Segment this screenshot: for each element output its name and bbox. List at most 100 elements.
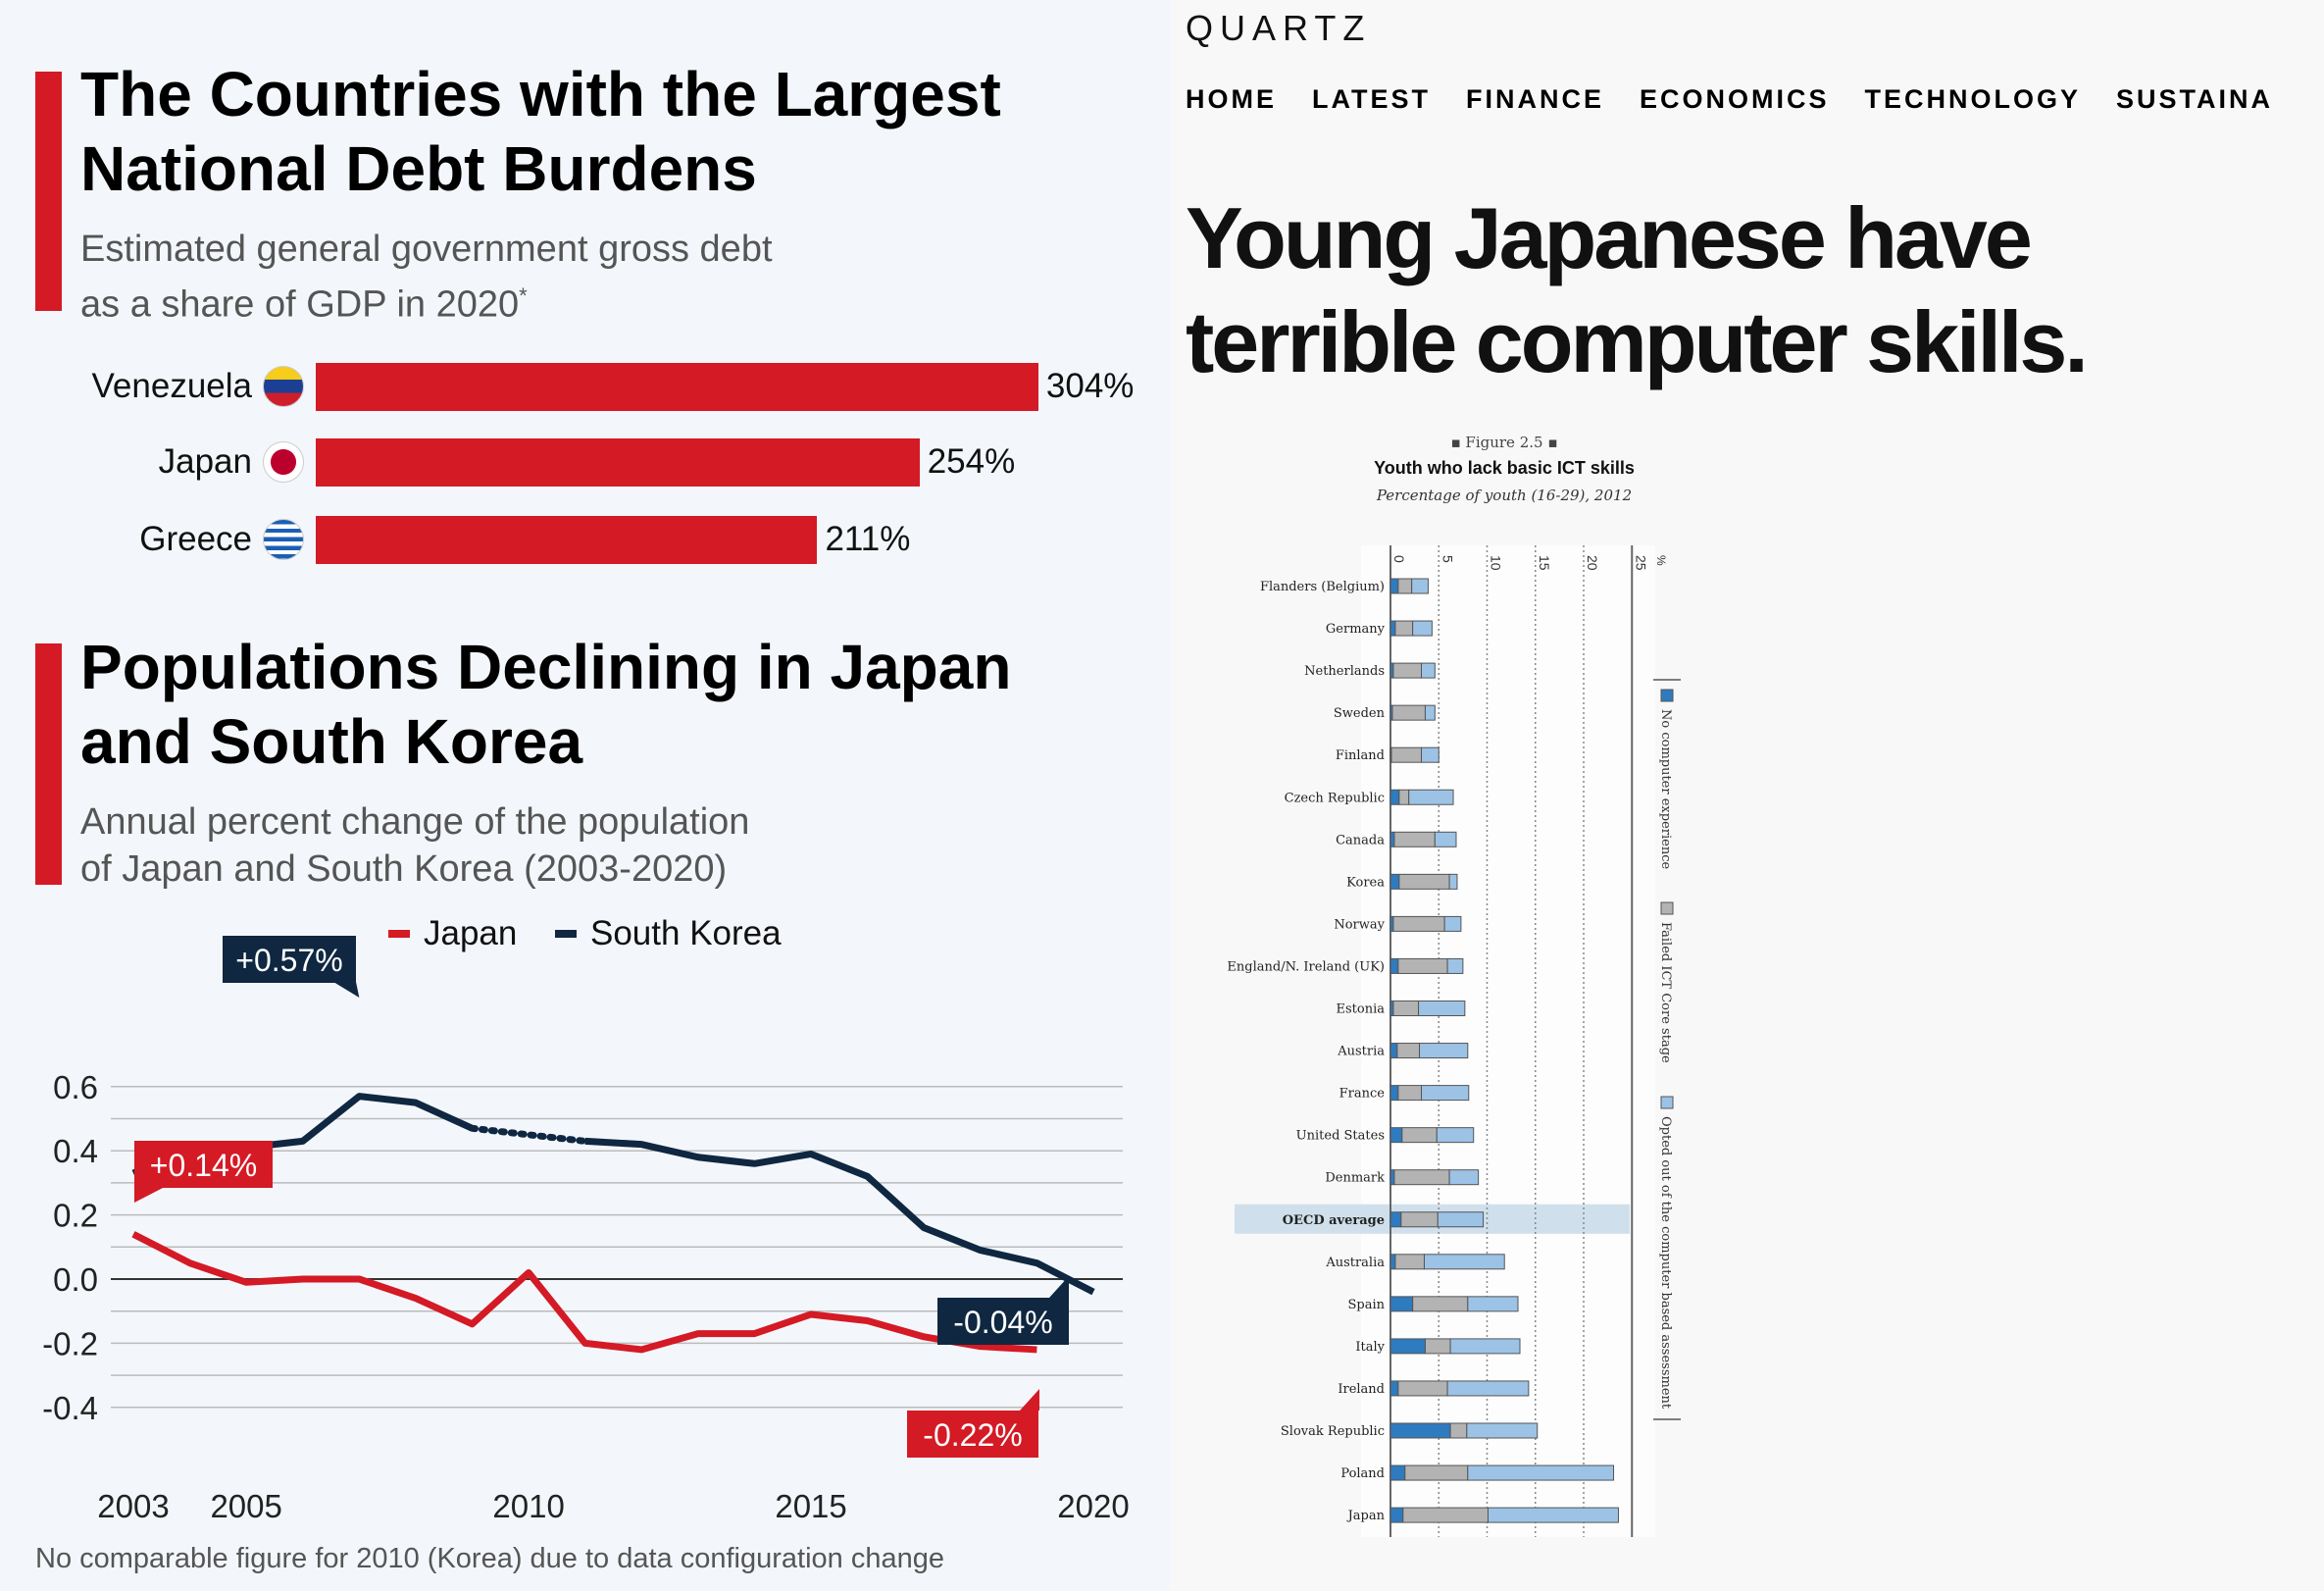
- callout-pointer: [134, 1187, 165, 1203]
- stacked-bar-segment: [1421, 746, 1440, 763]
- figure-label: ▪ Figure 2.5 ▪: [1450, 434, 1557, 451]
- debt-chart-subtitle: Estimated general government gross debt a…: [80, 226, 1159, 329]
- figure-subtitle: Percentage of youth (16-29), 2012: [1376, 487, 1632, 504]
- gap-dotted-line: [469, 1124, 589, 1145]
- callout-box: [937, 1298, 1069, 1345]
- bar-label: Japan: [158, 442, 252, 481]
- nav-home[interactable]: HOME: [1186, 84, 1277, 114]
- greece-flag-icon: [263, 519, 304, 560]
- stacked-bar-segment: [1389, 1380, 1399, 1397]
- callout-pointer: [333, 982, 360, 998]
- stacked-bar-segment: [1389, 873, 1400, 890]
- legend-label: Opted out of the computer based assessme…: [1658, 1116, 1673, 1410]
- population-chart-title: Populations Declining in Japan and South …: [80, 630, 1159, 779]
- stacked-bar-segment: [1404, 1464, 1469, 1481]
- bar-value-label: 211%: [825, 520, 911, 558]
- stacked-bar-segment: [1389, 620, 1396, 637]
- subtitle-line: Estimated general government gross debt: [80, 229, 773, 270]
- callout-pointer: [1020, 1389, 1039, 1411]
- stacked-bar-segment: [1421, 1085, 1470, 1102]
- stacked-bar-segment: [1389, 1085, 1399, 1102]
- bar-value-label: 254%: [927, 442, 1016, 481]
- stacked-bar-segment: [1389, 1254, 1396, 1270]
- stacked-bar-segment: [1389, 1338, 1426, 1355]
- venezuela-flag-icon: [263, 366, 304, 407]
- quartz-logo[interactable]: QUARTZ: [1186, 8, 1372, 48]
- legend-label: South Korea: [590, 914, 782, 952]
- stacked-bar-segment: [1396, 1043, 1421, 1059]
- stacked-bar-segment: [1389, 1464, 1406, 1481]
- y-tick-label: -0.2: [42, 1325, 98, 1361]
- legend-korea: South Korea: [555, 914, 782, 953]
- unit-label: %: [1654, 555, 1668, 566]
- stacked-bar-segment: [1389, 1422, 1451, 1439]
- main-nav: HOME LATEST FINANCE ECONOMICS TECHNOLOGY…: [1186, 84, 2273, 115]
- stacked-bar-segment: [1437, 1211, 1485, 1228]
- stacked-bar-segment: [1389, 1296, 1414, 1312]
- x-tick-label: 15: [1537, 555, 1552, 571]
- category-label: Slovak Republic: [1281, 1424, 1385, 1439]
- category-label: France: [1339, 1087, 1386, 1102]
- stacked-bar-segment: [1434, 831, 1457, 847]
- x-tick-label: 25: [1633, 555, 1648, 571]
- legend-swatch: [1660, 901, 1674, 915]
- category-label: Czech Republic: [1285, 791, 1385, 805]
- stacked-bar-segment: [1390, 746, 1423, 763]
- stacked-bar-segment: [1397, 1085, 1423, 1102]
- category-label: Australia: [1325, 1256, 1385, 1270]
- category-label: Norway: [1334, 917, 1385, 932]
- stacked-bar-segment: [1443, 915, 1462, 932]
- nav-sustainability[interactable]: SUSTAINA: [2116, 84, 2274, 114]
- category-label: Ireland: [1338, 1382, 1385, 1397]
- callout-box: [134, 1141, 273, 1188]
- category-label: Sweden: [1334, 706, 1386, 721]
- legend-japan: Japan: [388, 914, 517, 953]
- x-tick-label: 5: [1440, 555, 1455, 563]
- stacked-bar-segment: [1394, 1254, 1425, 1270]
- stacked-bar-segment: [1411, 578, 1429, 594]
- stacked-bar-segment: [1424, 704, 1436, 721]
- y-tick-label: -0.4: [42, 1390, 98, 1426]
- figure-title: Youth who lack basic ICT skills: [1374, 458, 1635, 478]
- footnote-mark: *: [519, 283, 528, 308]
- stacked-bar-segment: [1398, 789, 1410, 805]
- subtitle-line: Annual percent change of the population: [80, 801, 750, 843]
- debt-chart-title: The Countries with the Largest National D…: [80, 57, 1159, 206]
- callout-label: +0.14%: [150, 1148, 257, 1183]
- nav-technology[interactable]: TECHNOLOGY: [1864, 84, 2082, 114]
- legend-swatch: [388, 930, 410, 938]
- callout-label: +0.57%: [235, 943, 342, 978]
- stacked-bar-segment: [1398, 873, 1450, 890]
- japan-flag-icon: [263, 441, 304, 483]
- stacked-bar-segment: [1389, 957, 1399, 974]
- headline-line: terrible computer skills.: [1186, 293, 2089, 390]
- callout-pointer: [1049, 1276, 1069, 1298]
- debt-bar: [316, 438, 920, 487]
- category-label: Japan: [1346, 1509, 1386, 1523]
- category-label: Poland: [1340, 1466, 1385, 1481]
- title-accent-bar: [35, 72, 62, 311]
- stacked-bar-segment: [1392, 1001, 1420, 1016]
- title-line: and South Korea: [80, 706, 583, 777]
- stacked-bar-segment: [1436, 1127, 1475, 1144]
- stacked-bar-segment: [1418, 1001, 1466, 1016]
- stacked-bar-segment: [1389, 789, 1400, 805]
- nav-economics[interactable]: ECONOMICS: [1640, 84, 1830, 114]
- stacked-bar-segment: [1446, 1380, 1530, 1397]
- category-label: Denmark: [1325, 1171, 1385, 1186]
- x-tick-label: 2020: [1057, 1488, 1129, 1524]
- stacked-bar-segment: [1389, 1127, 1403, 1144]
- title-line: National Debt Burdens: [80, 133, 757, 204]
- stacked-bar-segment: [1389, 831, 1395, 847]
- stacked-bar-segment: [1449, 1338, 1521, 1355]
- y-tick-label: 0.0: [53, 1261, 98, 1298]
- category-label: Finland: [1336, 748, 1385, 763]
- stacked-bar-segment: [1389, 1507, 1404, 1523]
- population-chart-subtitle: Annual percent change of the population o…: [80, 798, 1159, 893]
- nav-latest[interactable]: LATEST: [1312, 84, 1431, 114]
- x-tick-label: 2005: [210, 1488, 281, 1524]
- subtitle-line: of Japan and South Korea (2003-2020): [80, 848, 728, 890]
- category-label: Canada: [1336, 833, 1385, 847]
- nav-finance[interactable]: FINANCE: [1466, 84, 1604, 114]
- chart-footnote: No comparable figure for 2010 (Korea) du…: [35, 1543, 944, 1574]
